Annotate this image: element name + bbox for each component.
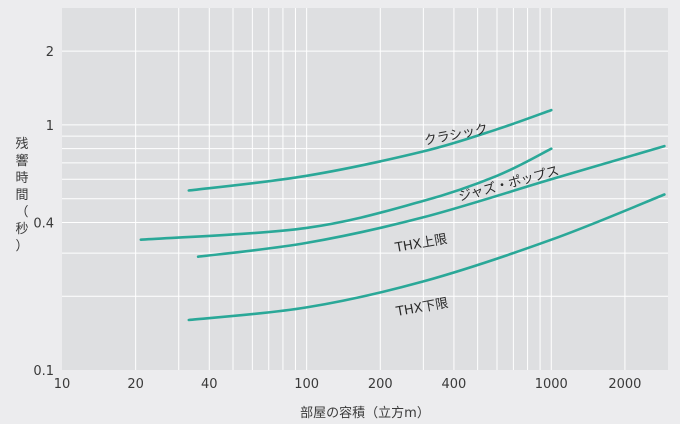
x-tick-label: 10 [54,377,71,392]
x-tick-label: 20 [127,377,144,392]
y-tick-label: 0.4 [33,216,54,231]
y-tick-label: 2 [46,45,54,60]
y-label-char: 時 [15,171,28,186]
y-label-char: 残 [15,137,28,152]
x-tick-label: 40 [201,377,218,392]
y-label-char: （ [15,205,28,220]
y-label-char: 響 [15,153,28,169]
y-tick-label: 1 [46,119,54,134]
y-tick-label: 0.1 [33,364,54,379]
curves [139,108,666,322]
series-line-2 [196,144,666,258]
y-axis-ticks: 0.1 0.4 1 2 [33,45,54,379]
x-tick-label: 400 [442,377,467,392]
y-label-char: ） [15,239,28,254]
x-tick-label: 2000 [608,377,641,392]
y-label-char: 間 [15,188,28,203]
series-line-0 [187,108,553,192]
series-line-1 [139,147,553,241]
x-tick-label: 200 [368,377,393,392]
grid [62,8,668,370]
x-axis-label: 部屋の容積（立方m） [300,405,430,421]
x-tick-label: 100 [294,377,319,392]
x-tick-label: 1000 [535,377,568,392]
series-line-3 [187,193,666,322]
x-axis-ticks: 10 20 40 100 200 400 1000 2000 [54,377,642,392]
plot-area [62,8,668,370]
y-label-char: 秒 [15,222,28,237]
